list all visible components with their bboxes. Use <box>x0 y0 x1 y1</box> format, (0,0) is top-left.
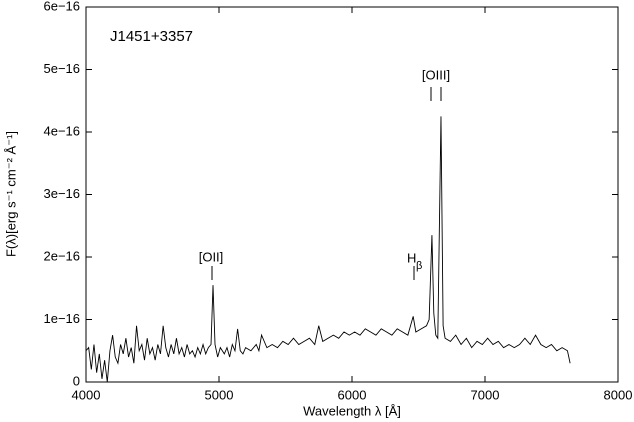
y-tick-label: 4e−16 <box>43 123 80 138</box>
y-tick-label: 3e−16 <box>43 186 80 201</box>
y-tick-label: 2e−16 <box>43 248 80 263</box>
x-tick-label: 7000 <box>471 387 500 402</box>
y-tick-label: 0 <box>73 373 80 388</box>
y-tick-label: 6e−16 <box>43 0 80 13</box>
x-tick-label: 4000 <box>72 387 101 402</box>
annotation: [OII] <box>199 249 224 264</box>
plot-frame <box>85 6 619 383</box>
x-tick-label: 6000 <box>338 387 367 402</box>
x-tick-label: 5000 <box>205 387 234 402</box>
x-tick-label: 8000 <box>604 387 633 402</box>
x-axis-label: Wavelength λ [Å] <box>303 403 401 418</box>
chart-title: J1451+3357 <box>110 28 193 45</box>
annotation: H <box>407 250 416 265</box>
annotation: [OIII] <box>422 67 450 82</box>
y-tick-label: 5e−16 <box>43 61 80 76</box>
y-axis-label: F(λ)[erg s⁻¹ cm⁻² Å⁻¹] <box>3 131 18 257</box>
spectrum-line <box>85 116 571 383</box>
y-tick-label: 1e−16 <box>43 311 80 326</box>
annotation: β <box>416 260 422 272</box>
